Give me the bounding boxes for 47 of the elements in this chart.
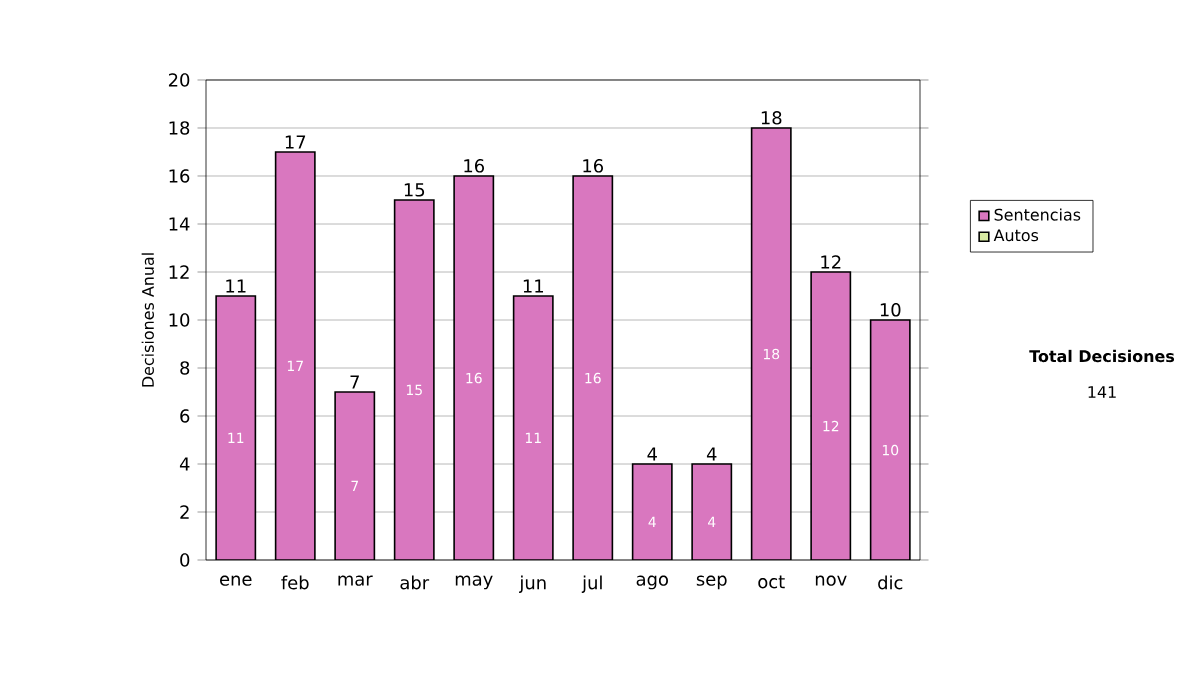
y-tick-label: 6 (180, 409, 190, 423)
bar (751, 127, 791, 560)
total-label: 16 (583, 159, 604, 173)
bar (275, 151, 315, 560)
y-tick-label: 8 (180, 361, 190, 375)
total-label: 4 (706, 447, 717, 461)
bar (811, 272, 851, 560)
total-label: 15 (404, 183, 425, 197)
bar (869, 319, 911, 560)
x-tick-label: jun (519, 575, 546, 593)
y-tick-label: 12 (169, 265, 189, 279)
bar (513, 296, 553, 560)
bar (216, 296, 256, 560)
y-tick-label: 16 (169, 169, 190, 183)
x-tick-label: sep (696, 575, 727, 590)
bar (632, 464, 672, 560)
bar (692, 464, 732, 560)
x-tick-label: ene (220, 575, 252, 586)
y-tick-label: 10 (169, 313, 190, 327)
y-tick-label: 18 (169, 121, 190, 135)
x-tick-label: nov (815, 575, 847, 586)
y-tick-label: 14 (169, 217, 190, 231)
x-tick-label: mar (338, 575, 373, 586)
x-tick-label: dic (878, 575, 903, 590)
x-tick-label: may (455, 575, 493, 590)
total-label: 17 (285, 135, 306, 149)
y-tick-label: 20 (168, 73, 190, 87)
total-label: 11 (523, 279, 543, 293)
total-label: 18 (761, 111, 782, 125)
x-tick-label: abr (400, 575, 430, 590)
total-label: 4 (647, 447, 657, 461)
total-label: 12 (821, 255, 841, 269)
total-label: 7 (350, 375, 359, 389)
y-tick-label: 2 (180, 505, 189, 519)
total-label: 16 (464, 159, 485, 173)
bar (573, 175, 613, 560)
y-tick-label: 4 (179, 457, 190, 471)
bar (454, 175, 494, 560)
total-label: 10 (880, 303, 901, 317)
bar (335, 392, 375, 560)
x-tick-label: ago (636, 575, 668, 590)
y-tick-label: 0 (180, 553, 190, 567)
total-label: 11 (226, 279, 246, 293)
x-tick-label: feb (281, 575, 309, 590)
bar (394, 199, 434, 560)
x-tick-label: jul (581, 575, 602, 593)
x-tick-label: oct (758, 575, 785, 589)
